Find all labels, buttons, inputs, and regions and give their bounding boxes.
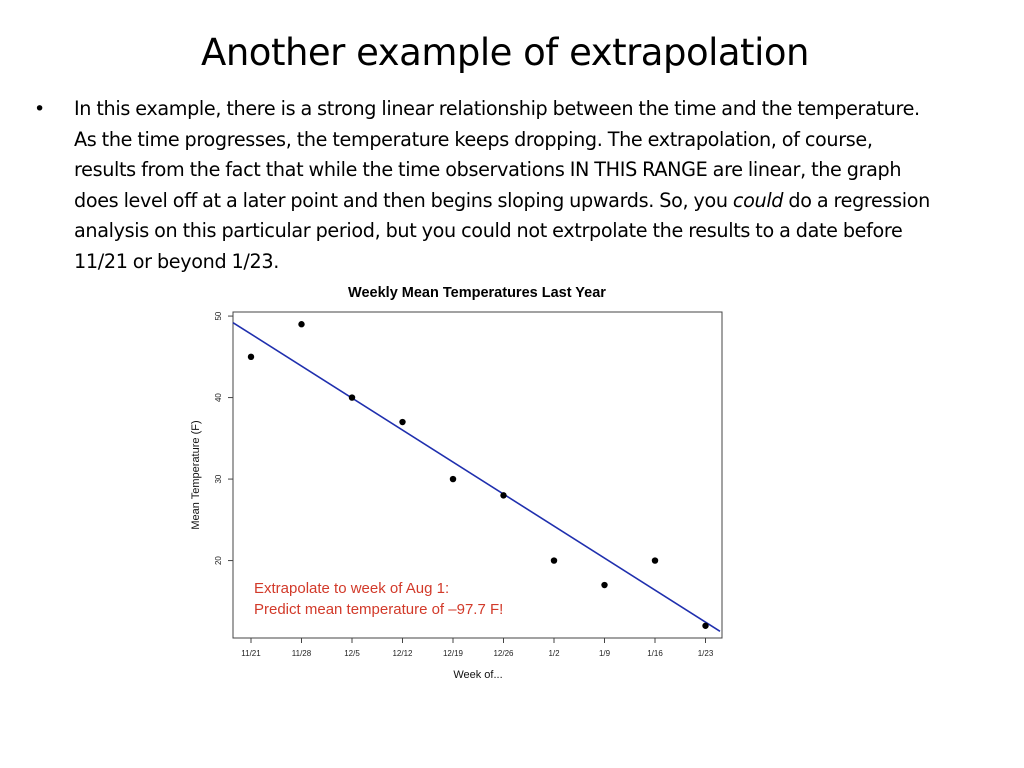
x-tick-label: 12/5 (344, 649, 360, 658)
chart-title: Weekly Mean Temperatures Last Year (348, 285, 606, 301)
bullet-text-emphasis: could (732, 188, 784, 212)
bullet-symbol: • (34, 98, 46, 120)
y-tick-label: 50 (214, 311, 223, 320)
regression-line-group (232, 321, 721, 632)
data-point (298, 321, 305, 328)
x-tick-label: 1/16 (647, 649, 663, 658)
bullet-text-part1: In this example, there is a strong linea… (74, 97, 920, 212)
x-axis-label: Week of... (453, 669, 502, 681)
bullet-item: • In this example, there is a strong lin… (34, 94, 934, 278)
y-tick-label: 40 (214, 393, 223, 402)
data-point (500, 492, 507, 499)
bullet-text-part2: do a regression analysis on this particu… (74, 188, 930, 273)
data-point (702, 622, 709, 629)
y-tick-label: 20 (214, 556, 223, 565)
x-axis: 11/21 11/28 12/5 12/12 12/19 12/26 1/2 1/9 1/16 1… (241, 638, 714, 658)
x-tick-label: 11/28 (292, 649, 312, 658)
data-point (399, 418, 406, 426)
x-tick-label: 1/23 (698, 649, 714, 658)
x-tick-label: 12/26 (493, 649, 514, 658)
x-tick-label: 12/12 (392, 649, 413, 658)
slide-title: Another example of extrapolation (201, 31, 809, 74)
data-point (348, 394, 356, 401)
y-axis-label: Mean Temperature (F) (190, 420, 202, 529)
bullet-text: In this example, there is a strong linea… (74, 94, 934, 278)
y-axis: 20 30 40 50 (214, 311, 233, 565)
data-point (449, 475, 457, 483)
regression-line (232, 321, 721, 632)
y-tick-label: 30 (214, 474, 223, 483)
data-point (601, 581, 608, 589)
annotation-line-1: Extrapolate to week of Aug 1: (254, 580, 449, 597)
x-tick-label: 11/21 (241, 649, 261, 658)
data-point (550, 557, 558, 564)
data-point (247, 353, 255, 361)
x-tick-label: 1/2 (548, 649, 560, 658)
data-point (651, 557, 659, 564)
plot-frame (232, 311, 723, 639)
annotation-line-2: Predict mean temperature of –97.7 F! (254, 601, 503, 618)
x-tick-label: 1/9 (599, 649, 611, 658)
x-tick-label: 12/19 (443, 649, 464, 658)
data-points (247, 321, 709, 629)
